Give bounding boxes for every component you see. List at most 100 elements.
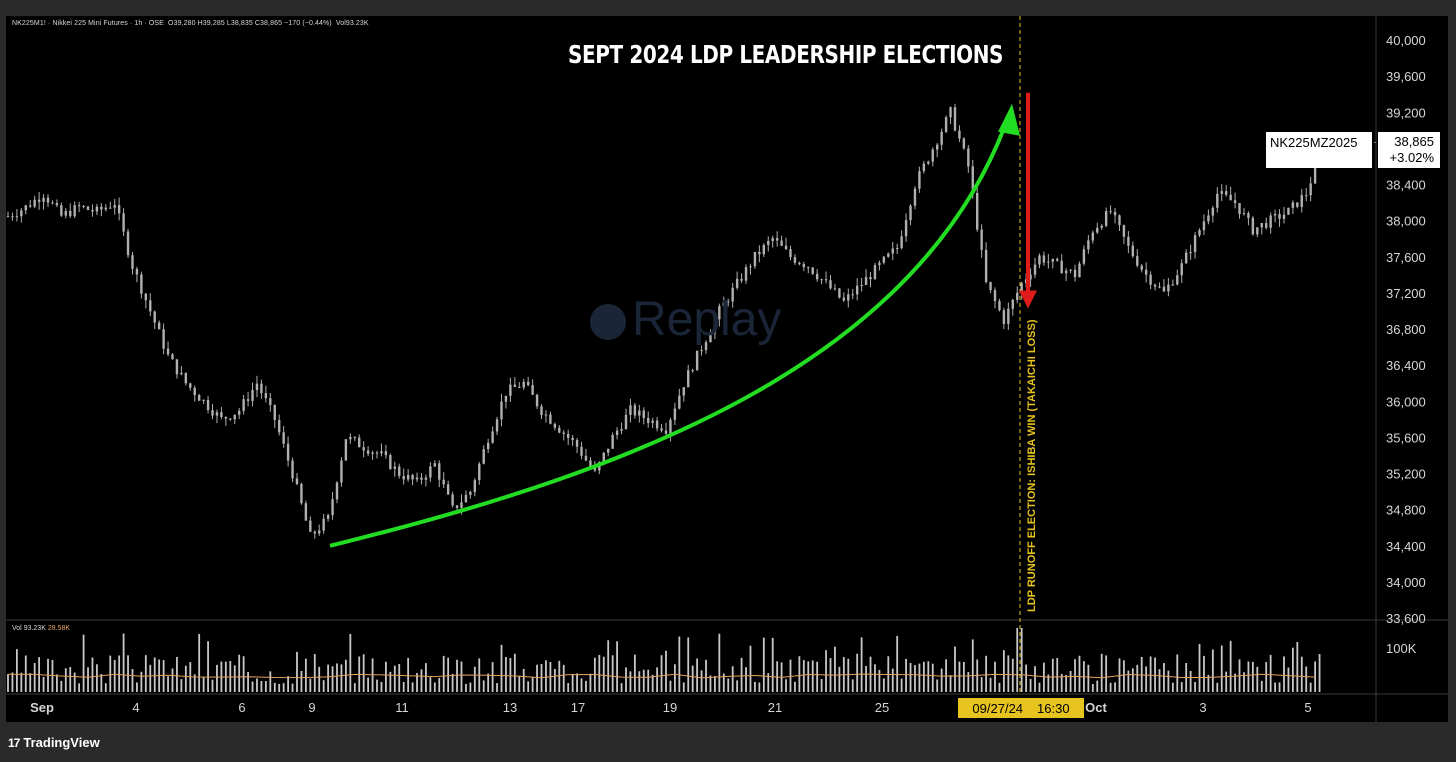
volume-bar [558, 660, 561, 692]
candle-body [976, 192, 979, 230]
volume-bar [1171, 682, 1174, 692]
x-tick-label: 5 [1304, 700, 1311, 715]
volume-bar [638, 671, 641, 692]
volume-bar [1251, 661, 1254, 692]
volume-bar [282, 683, 285, 692]
volume-tick-label: 100K [1386, 641, 1417, 656]
volume-bar [438, 677, 441, 692]
volume-bar [607, 640, 610, 692]
candle-body [424, 477, 428, 480]
volume-bar [838, 666, 841, 692]
y-tick-label: 40,000 [1386, 33, 1426, 48]
candle-body [438, 463, 441, 480]
candle-body [1033, 264, 1037, 275]
candle-body [891, 248, 894, 254]
candle-body [767, 241, 770, 245]
candle-body [442, 479, 445, 485]
candle-body [575, 440, 579, 447]
volume-bar [998, 682, 1001, 692]
volume-bar [140, 671, 143, 692]
candle-body [1011, 299, 1014, 309]
volume-bar [931, 663, 934, 692]
candle-body [571, 437, 574, 441]
candle-body [558, 427, 561, 433]
drop-arrow-head [1019, 290, 1037, 309]
candle-body [1198, 230, 1201, 236]
volume-bar [1096, 680, 1099, 692]
candle-body [251, 389, 254, 401]
volume-bar [847, 658, 850, 692]
candle-body [584, 455, 588, 461]
volume-bar [616, 641, 618, 692]
candle-body [184, 372, 188, 384]
candle-body [611, 434, 614, 449]
volume-bar [331, 666, 334, 692]
candle-body [246, 399, 250, 401]
candle-body [980, 229, 983, 250]
volume-bar [425, 663, 427, 692]
candle-body [398, 466, 401, 476]
volume-bar [673, 664, 676, 692]
candle-body [953, 107, 957, 131]
candle-body [64, 210, 67, 216]
volume-bar [505, 656, 507, 692]
volume-bar [851, 679, 854, 692]
volume-bar [482, 680, 485, 692]
candle-body [486, 442, 490, 450]
candle-body [864, 277, 868, 285]
candle-body [478, 463, 481, 481]
volume-bar [136, 682, 138, 692]
candle-body [15, 216, 19, 218]
volume-bar [1300, 656, 1303, 692]
volume-bar [1140, 656, 1143, 692]
candle-body [1189, 252, 1192, 254]
candle-body [473, 480, 477, 492]
volume-bar [1065, 675, 1068, 692]
candle-body [309, 520, 312, 532]
candle-body [42, 197, 45, 202]
candle-body [82, 206, 85, 208]
volume-bar [362, 654, 365, 692]
volume-bar [1127, 670, 1130, 692]
y-tick-label: 37,600 [1386, 250, 1426, 265]
candle-body [1029, 274, 1032, 280]
volume-bar [749, 645, 752, 692]
volume-bar [518, 675, 521, 692]
volume-bar [278, 683, 281, 692]
tradingview-logo[interactable]: 17 TradingView [8, 735, 100, 750]
candle-body [678, 395, 681, 409]
candle-body [37, 199, 41, 202]
candle-body [807, 267, 810, 269]
candle-body [362, 447, 365, 451]
volume-bar [1056, 657, 1059, 692]
rising-arrow-head [998, 103, 1020, 136]
candle-body [1260, 223, 1263, 228]
candle-body [580, 446, 583, 456]
candle-body [998, 301, 1001, 311]
volume-bar [660, 655, 663, 692]
candle-body [922, 163, 926, 172]
volume-bar [1225, 671, 1228, 692]
volume-bar [669, 680, 672, 692]
candle-body [847, 294, 850, 301]
volume-bar [1180, 682, 1183, 692]
volume-bar [802, 660, 805, 692]
y-tick-label: 38,000 [1386, 214, 1426, 229]
chart-area[interactable] [6, 16, 1448, 722]
candle-body [1171, 284, 1175, 286]
candle-body [1162, 286, 1166, 292]
volume-bar [411, 682, 414, 692]
volume-bar [1176, 654, 1179, 692]
candle-body [1020, 283, 1023, 293]
candle-body [664, 430, 668, 434]
candle-body [993, 290, 997, 302]
y-tick-label: 39,600 [1386, 69, 1426, 84]
candle-body [535, 394, 539, 407]
crosshair-date-badge: 09/27/24 16:30 [958, 698, 1084, 718]
candle-body [1002, 310, 1006, 324]
candle-body [237, 410, 241, 415]
event-annotation-text: LDP RUNOFF ELECTION: ISHIBA WIN (TAKAICH… [1026, 319, 1038, 612]
candle-body [833, 288, 837, 290]
volume-bar [1291, 647, 1294, 692]
